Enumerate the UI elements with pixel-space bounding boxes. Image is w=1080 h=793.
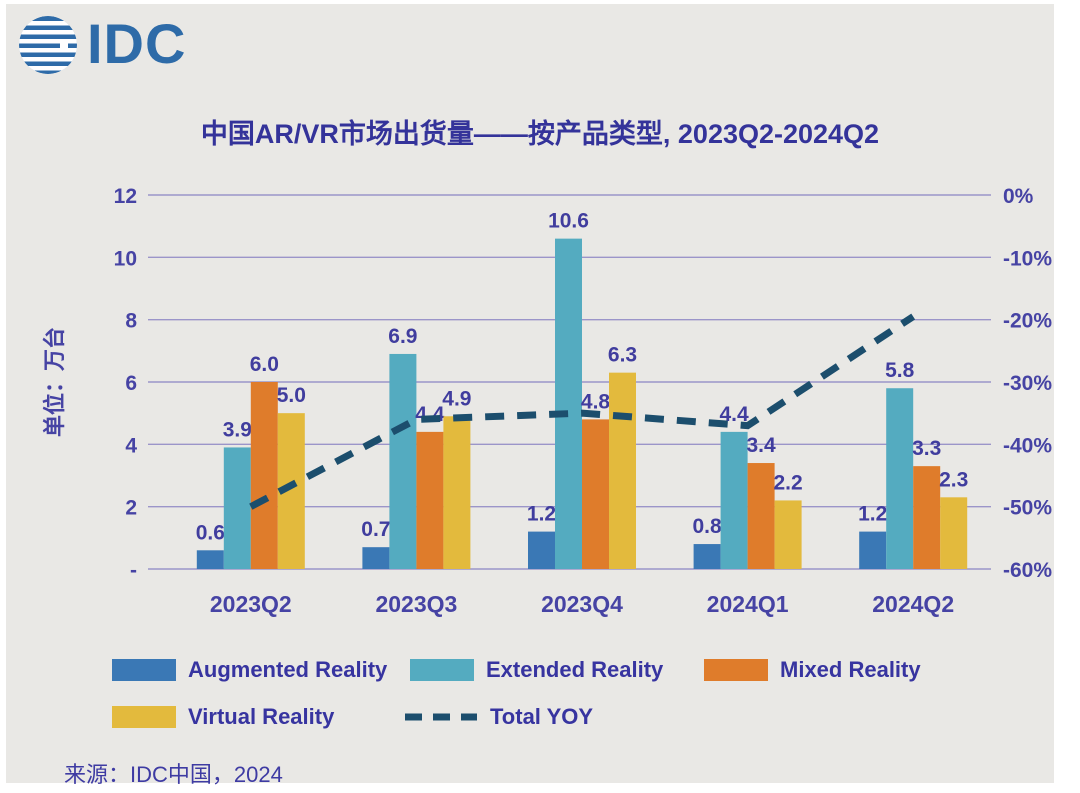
bar-extended-reality-2024Q1 <box>720 431 748 569</box>
bar-augmented-reality-2024Q1 <box>693 544 721 569</box>
value-label-augmented-reality-2023Q2: 0.6 <box>196 521 225 544</box>
left-axis-tick-8: 8 <box>125 310 137 333</box>
bar-mixed-reality-2023Q2 <box>250 382 278 569</box>
bar-extended-reality-2023Q4 <box>555 238 582 569</box>
left-axis-tick-2: 2 <box>125 497 137 520</box>
left-axis-title: 单位：万台 <box>42 327 67 437</box>
bar-augmented-reality-2023Q3 <box>362 547 390 569</box>
right-axis-tick--10%: -10% <box>1003 247 1052 270</box>
value-label-virtual-reality-2024Q2: 2.3 <box>939 468 968 491</box>
right-axis-tick--50%: -50% <box>1003 497 1052 520</box>
right-axis-tick--20%: -20% <box>1003 310 1052 333</box>
chart-title: 中国AR/VR市场出货量——按产品类型, 2023Q2-2024Q2 <box>200 119 880 149</box>
legend-label-extended-reality: Extended Reality <box>486 657 664 682</box>
bar-virtual-reality-2024Q2 <box>940 497 968 569</box>
bar-augmented-reality-2024Q2 <box>859 531 887 569</box>
legend-item-extended-reality: Extended Reality <box>410 657 663 683</box>
legend-swatch-extended-reality <box>410 659 474 681</box>
right-axis-tick--30%: -30% <box>1003 372 1052 395</box>
legend-item-mixed-reality: Mixed Reality <box>704 657 921 683</box>
value-label-virtual-reality-2024Q1: 2.2 <box>773 471 802 494</box>
left-axis-tick-4: 4 <box>125 434 137 457</box>
bar-virtual-reality-2023Q3 <box>443 416 471 569</box>
value-label-mixed-reality-2023Q3: 4.4 <box>415 403 445 426</box>
x-label-2024Q2: 2024Q2 <box>872 591 954 617</box>
right-axis-tick--60%: -60% <box>1003 559 1052 582</box>
line-total-yoy <box>249 313 916 510</box>
bar-extended-reality-2024Q2 <box>886 388 914 569</box>
chart-card <box>6 4 1054 783</box>
value-label-augmented-reality-2024Q2: 1.2 <box>858 503 887 526</box>
left-axis-tick-6: 6 <box>125 372 137 395</box>
source-note: 来源：IDC中国，2024 <box>64 762 283 787</box>
bar-mixed-reality-2023Q3 <box>416 431 444 569</box>
value-label-augmented-reality-2023Q3: 0.7 <box>361 518 390 541</box>
bar-augmented-reality-2023Q4 <box>528 531 555 569</box>
value-label-extended-reality-2023Q4: 10.6 <box>548 210 589 233</box>
left-axis-tick-12: 12 <box>114 185 137 208</box>
x-label-2023Q3: 2023Q3 <box>375 591 457 617</box>
idc-logo: IDC <box>16 12 186 76</box>
value-label-mixed-reality-2024Q2: 3.3 <box>912 437 941 460</box>
value-label-virtual-reality-2023Q3: 4.9 <box>442 387 471 410</box>
right-axis-tick--40%: -40% <box>1003 434 1052 457</box>
legend-dash-icon <box>405 713 477 721</box>
legend-label-total-yoy: Total YOY <box>490 704 594 729</box>
value-label-augmented-reality-2024Q1: 0.8 <box>692 515 722 538</box>
bar-mixed-reality-2023Q4 <box>582 419 609 569</box>
legend-swatch-mixed-reality <box>704 659 768 681</box>
value-label-mixed-reality-2023Q4: 4.8 <box>581 390 611 413</box>
value-label-virtual-reality-2023Q2: 5.0 <box>277 384 306 407</box>
value-label-extended-reality-2023Q3: 6.9 <box>388 325 417 348</box>
value-label-extended-reality-2023Q2: 3.9 <box>223 418 252 441</box>
legend-label-augmented-reality: Augmented Reality <box>188 657 388 682</box>
x-label-2024Q1: 2024Q1 <box>707 591 789 617</box>
value-label-extended-reality-2024Q1: 4.4 <box>719 403 749 426</box>
legend-item-virtual-reality: Virtual Reality <box>112 704 334 730</box>
right-axis-tick-0%: 0% <box>1003 185 1034 208</box>
idc-globe-icon <box>19 16 77 74</box>
x-label-2023Q2: 2023Q2 <box>210 591 292 617</box>
legend-label-mixed-reality: Mixed Reality <box>780 657 921 682</box>
bar-mixed-reality-2024Q1 <box>747 463 775 569</box>
value-label-mixed-reality-2024Q1: 3.4 <box>746 434 776 457</box>
legend-swatch-virtual-reality <box>112 706 176 728</box>
bar-virtual-reality-2024Q1 <box>774 500 802 569</box>
bar-mixed-reality-2024Q2 <box>913 466 941 569</box>
value-label-mixed-reality-2023Q2: 6.0 <box>250 353 279 376</box>
x-label-2023Q4: 2023Q4 <box>541 591 623 617</box>
value-label-virtual-reality-2023Q4: 6.3 <box>608 344 637 367</box>
idc-logo-text: IDC <box>87 12 187 75</box>
value-label-augmented-reality-2023Q4: 1.2 <box>527 503 556 526</box>
bar-extended-reality-2023Q3 <box>389 353 417 569</box>
value-label-extended-reality-2024Q2: 5.8 <box>885 359 915 382</box>
bar-extended-reality-2023Q2 <box>223 447 251 569</box>
legend-swatch-augmented-reality <box>112 659 176 681</box>
left-axis-tick-0: - <box>130 559 137 582</box>
legend-item-augmented-reality: Augmented Reality <box>112 657 387 683</box>
bar-augmented-reality-2023Q2 <box>196 550 224 569</box>
legend-label-virtual-reality: Virtual Reality <box>188 704 335 729</box>
bar-virtual-reality-2023Q4 <box>609 372 636 569</box>
legend-item-total-yoy: Total YOY <box>404 704 593 730</box>
left-axis-tick-10: 10 <box>114 247 137 270</box>
